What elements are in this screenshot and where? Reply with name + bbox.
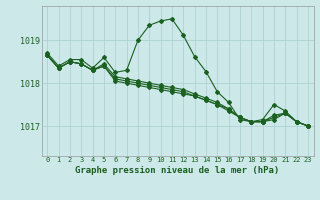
X-axis label: Graphe pression niveau de la mer (hPa): Graphe pression niveau de la mer (hPa) [76, 166, 280, 175]
